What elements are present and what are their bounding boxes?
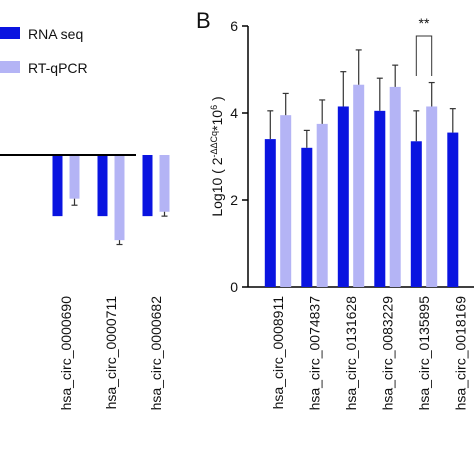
bar [114, 155, 125, 241]
x-tick-label: hsa_circ_0083229 [380, 296, 396, 411]
x-tick-label: hsa_circ_0000682 [148, 296, 164, 411]
x-tick-label: hsa_circ_0008911 [270, 296, 286, 410]
y-axis-label: Log10 ( 2-ΔΔCq*106 ) [209, 96, 225, 216]
bar [374, 110, 386, 287]
bar [142, 155, 153, 217]
y-label-part: -ΔΔCq [209, 131, 219, 158]
bar [69, 155, 80, 199]
panel-label: B [196, 8, 211, 33]
bar [301, 147, 313, 287]
bar [52, 155, 63, 217]
x-tick-label: hsa_circ_0131628 [343, 296, 359, 411]
x-tick-label: hsa_circ_0000690 [58, 296, 74, 411]
y-tick-label: 4 [230, 105, 238, 121]
y-label-part: *10 [209, 110, 225, 131]
significance-label: ** [419, 15, 430, 31]
bar [159, 155, 170, 212]
x-tick-label: hsa_circ_0000711 [103, 296, 119, 410]
x-tick-label: hsa_circ_0074837 [307, 296, 323, 411]
y-tick-label: 6 [230, 18, 238, 34]
legend-swatch [0, 61, 20, 73]
x-tick-label: hsa_circ_0135895 [416, 296, 432, 411]
bar [316, 123, 328, 287]
legend-label: RNA seq [28, 26, 83, 42]
x-tick-label: hsa_circ_0018169 [453, 296, 469, 411]
bar [280, 115, 292, 287]
y-label-part: ) [209, 96, 225, 105]
bar [353, 84, 365, 287]
y-label-part: 6 [209, 105, 219, 110]
bar [426, 106, 438, 287]
legend-swatch [0, 27, 20, 39]
bar [264, 139, 276, 287]
y-label-part: Log10 ( 2 [209, 157, 225, 216]
bar [389, 86, 401, 288]
significance-bracket [415, 35, 433, 76]
y-tick-label: 0 [230, 279, 238, 295]
bar [410, 141, 422, 287]
bar [447, 132, 459, 287]
legend-label: RT-qPCR [28, 60, 88, 76]
y-tick-label: 2 [230, 192, 238, 208]
bar [97, 155, 108, 217]
bar [337, 106, 349, 287]
